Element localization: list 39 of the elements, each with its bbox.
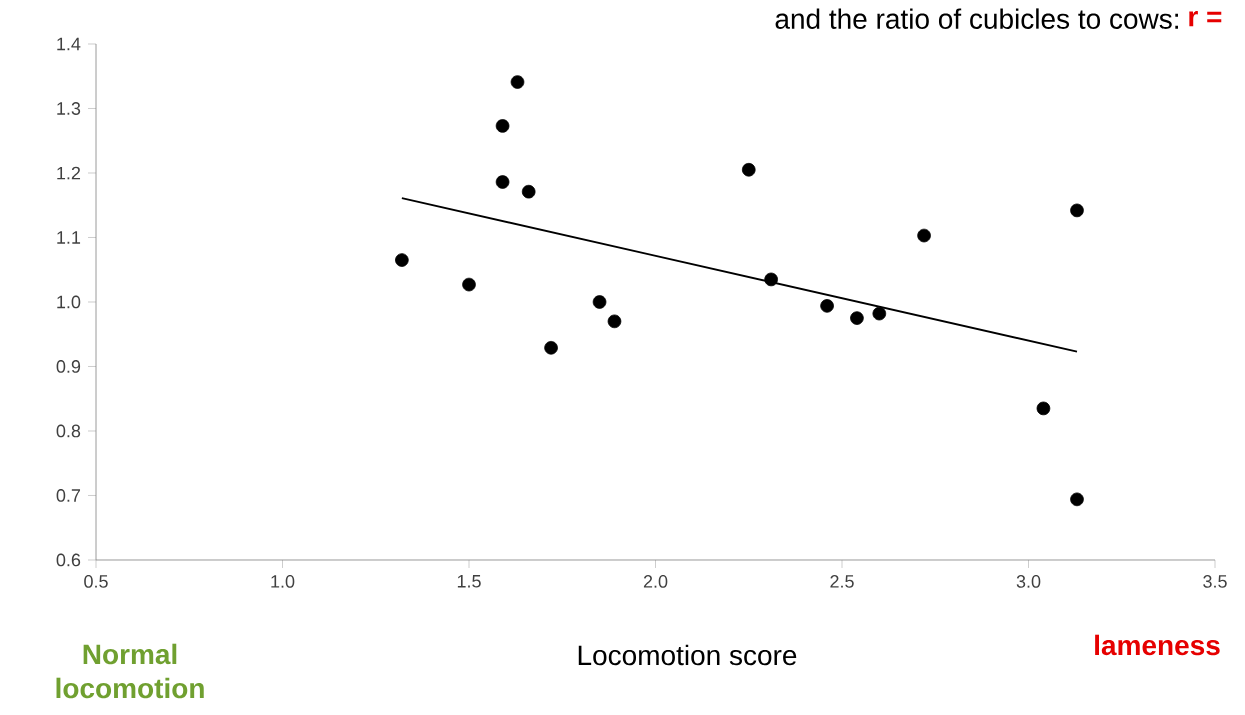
point [495,119,510,133]
point [850,311,864,325]
point [820,299,834,313]
x-tick-label: 3.5 [1203,575,1227,588]
point [495,175,510,189]
x-axis-title: Locomotion score [578,644,797,666]
point [592,295,607,309]
x-tick-label: 1.0 [271,575,295,588]
y-tick-label: 1.3 [57,102,81,115]
point [510,75,525,89]
x-tick-label: 1.5 [457,575,481,588]
point [544,340,558,355]
y-tick-label: 0.6 [56,553,81,567]
y-tick-label: 0.7 [56,489,81,502]
point [917,228,931,243]
x-tick-label: 2.0 [643,575,668,588]
point [1036,401,1051,416]
point [741,162,756,177]
x-tick-label: 0.5 [84,575,108,588]
chart-title: and the ratio of cubicles to cows: [775,8,1178,29]
y-tick-label: 1.1 [57,231,81,244]
text: lameness [1095,634,1220,656]
point [462,277,476,292]
y-tick-label: 0.8 [56,424,81,438]
point [1070,203,1084,218]
y-tick-label: 1.2 [57,166,81,180]
point [1070,492,1084,507]
point [607,314,622,329]
y-tick-label: 1.4 [57,37,81,51]
point [395,253,409,267]
x-tick-label: 2.5 [830,575,854,588]
x-tick-label: 3.0 [1016,575,1041,588]
point [872,306,887,321]
point [764,272,778,287]
y-tick-label: 0.9 [56,360,81,373]
point [521,184,536,199]
y-tick-label: 1.0 [57,295,81,309]
text: r = [1189,11,1222,27]
text: Normal locomotion [56,643,204,699]
